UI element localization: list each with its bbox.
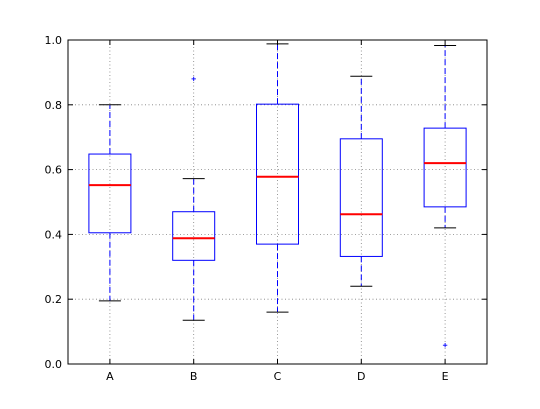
y-tick-label: 0.2	[45, 293, 63, 306]
y-tick-label: 0.4	[45, 228, 63, 241]
outlier-point	[442, 343, 448, 348]
y-tick-label: 0.8	[45, 99, 63, 112]
boxes-layer	[88, 43, 467, 348]
outlier-point	[191, 76, 196, 82]
box-iqr	[172, 211, 216, 261]
x-tick-label: E	[442, 370, 449, 383]
box-iqr	[339, 138, 383, 257]
tick-label-layer: 0.0 0.2 0.4 0.6 0.8 1.0 A B C D E	[45, 34, 449, 383]
y-tick-label: 1.0	[45, 34, 63, 47]
axis-layer	[67, 39, 488, 365]
box-iqr	[88, 153, 132, 234]
x-tick-label: A	[106, 370, 114, 383]
box-iqr	[423, 127, 467, 208]
y-tick-label: 0.6	[45, 164, 63, 177]
x-tick-label: D	[357, 370, 365, 383]
box-iqr	[256, 103, 299, 245]
x-tick-label: B	[190, 370, 198, 383]
y-tick-label: 0.0	[45, 358, 63, 371]
x-tick-label: C	[274, 370, 282, 383]
